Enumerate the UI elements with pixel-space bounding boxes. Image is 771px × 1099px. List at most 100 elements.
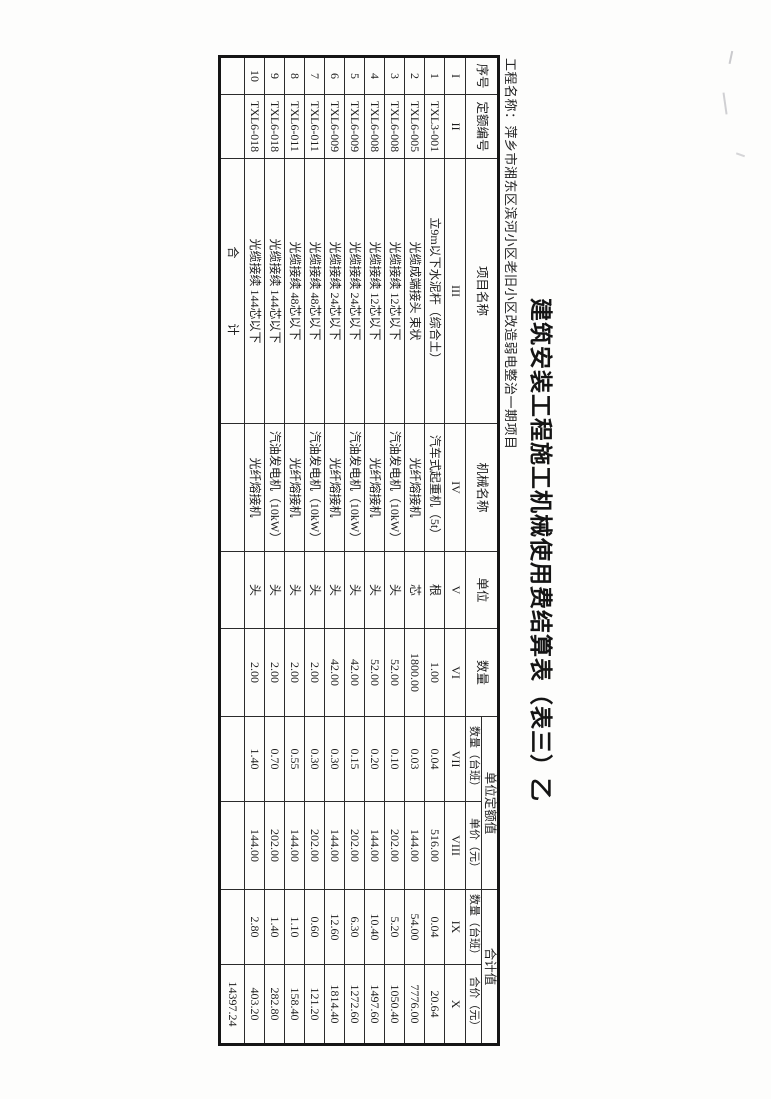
- table-row: 10 TXL6-018 光缆接续 144芯以下 光纤熔接机头 2.00 1.40 144.0…: [244, 56, 265, 1045]
- cell-machine_name: 光纤熔接机: [364, 423, 385, 552]
- cell-quota_unit_price: 144.00: [364, 801, 385, 890]
- cell-empty: [219, 94, 245, 159]
- roman-numeral: II: [444, 94, 466, 159]
- cell-machine_name: 汽车式起重机（5t）: [424, 423, 445, 552]
- cell-total_price: 20.64: [424, 964, 445, 1045]
- pencil-mark: [719, 48, 734, 65]
- cell-total_price: 158.40: [284, 964, 305, 1045]
- project-name-value: 萍乡市湘东区滨河小区老旧小区改造弱电整治一期项目: [503, 125, 518, 450]
- table-row: 3 TXL6-008 光缆接续 12芯以下 汽油发电机（10kW）头 52.00 0.10…: [384, 56, 405, 1045]
- cell-quota_no: TXL6-018: [264, 94, 285, 159]
- table-row: 1 TXL3-001 立9m以下水泥杆（综合土） 汽车式起重机（5t）根 1.00 0.0…: [424, 56, 445, 1045]
- cell-seq: 6: [324, 56, 345, 95]
- rotated-sheet: 建筑安装工程施工机械使用费结算表（表三）乙 工程名称：萍乡市湘东区滨河小区老旧小…: [217, 50, 562, 1050]
- cell-item_name: 光缆接续 12芯以下: [384, 158, 405, 424]
- cell-quota_no: TXL6-018: [244, 94, 265, 159]
- cell-machine_name: 光纤熔接机: [404, 423, 425, 552]
- cell-unit: 头: [244, 551, 265, 629]
- cell-quantity: 42.00: [344, 628, 365, 717]
- pencil-mark: [735, 146, 748, 158]
- cell-unit: 头: [344, 551, 365, 629]
- cell-empty: [219, 551, 245, 629]
- col-header-quantity: 数量: [465, 628, 499, 717]
- project-name-line: 工程名称：萍乡市湘东区滨河小区老旧小区改造弱电整治一期项目: [502, 58, 521, 450]
- cell-total_qty_shift: 54.00: [404, 889, 425, 965]
- cell-empty: [219, 716, 245, 802]
- cell-seq: 3: [384, 56, 405, 95]
- cell-total_price: 1272.60: [344, 964, 365, 1045]
- cell-quota_qty_shift: 0.10: [384, 716, 405, 802]
- cell-machine_name: 光纤熔接机: [284, 423, 305, 552]
- cell-total_price: 1814.40: [324, 964, 345, 1045]
- cell-quota_no: TXL6-011: [304, 94, 325, 159]
- cell-quantity: 1800.00: [404, 628, 425, 717]
- cell-quota_unit_price: 144.00: [244, 801, 265, 890]
- cell-quota_unit_price: 516.00: [424, 801, 445, 890]
- col-header-total-value: 合计值: [481, 889, 499, 1045]
- cell-quantity: 42.00: [324, 628, 345, 717]
- cell-unit: 芯: [404, 551, 425, 629]
- cell-machine_name: 汽油发电机（10kW）: [304, 423, 325, 552]
- cell-seq: 9: [264, 56, 285, 95]
- total-label: 合 计: [219, 158, 245, 424]
- col-header-unit-quota-value: 单位定额值: [481, 716, 499, 890]
- cell-quantity: 2.00: [244, 628, 265, 717]
- cell-total_qty_shift: 1.40: [264, 889, 285, 965]
- cell-quota_qty_shift: 1.40: [244, 716, 265, 802]
- cell-total_qty_shift: 5.20: [384, 889, 405, 965]
- cell-quota_unit_price: 144.00: [404, 801, 425, 890]
- page-title: 建筑安装工程施工机械使用费结算表（表三）乙: [528, 298, 553, 802]
- cell-quantity: 2.00: [304, 628, 325, 717]
- cell-empty: [219, 56, 245, 95]
- roman-numeral: III: [444, 158, 466, 424]
- cell-unit: 头: [324, 551, 345, 629]
- cell-quantity: 52.00: [364, 628, 385, 717]
- col-header-quota-qty-shift: 数量（台班）: [465, 716, 482, 802]
- cell-seq: 4: [364, 56, 385, 95]
- cell-quota_qty_shift: 0.15: [344, 716, 365, 802]
- cell-item_name: 光缆接续 144芯以下: [264, 158, 285, 424]
- cell-empty: [219, 889, 245, 965]
- cell-quota_qty_shift: 0.30: [304, 716, 325, 802]
- cell-total_qty_shift: 0.04: [424, 889, 445, 965]
- cell-quota_unit_price: 202.00: [384, 801, 405, 890]
- table-row: 7 TXL6-011 光缆接续 48芯以下 汽油发电机（10kW）头 2.00 0.30 2…: [304, 56, 325, 1045]
- cell-quota_unit_price: 144.00: [324, 801, 345, 890]
- cell-total_price: 1497.60: [364, 964, 385, 1045]
- roman-numeral: VIII: [444, 801, 466, 890]
- cell-seq: 1: [424, 56, 445, 95]
- cell-item_name: 光缆接续 12芯以下: [364, 158, 385, 424]
- pencil-mark: [722, 91, 735, 115]
- cell-quota_qty_shift: 0.55: [284, 716, 305, 802]
- cell-quota_no: TXL6-008: [384, 94, 405, 159]
- table-row: 2 TXL6-005 光缆成端接头 束状 光纤熔接机芯 1800.00 0.03 144.0…: [404, 56, 425, 1045]
- cell-unit: 根: [424, 551, 445, 629]
- cell-empty: [219, 628, 245, 717]
- cell-quota_no: TXL6-008: [364, 94, 385, 159]
- cell-total_price: 282.80: [264, 964, 285, 1045]
- cell-machine_name: 汽油发电机（10kW）: [344, 423, 365, 552]
- cell-quota_unit_price: 144.00: [284, 801, 305, 890]
- cell-quota_qty_shift: 0.20: [364, 716, 385, 802]
- table-body: 1 TXL3-001 立9m以下水泥杆（综合土） 汽车式起重机（5t）根 1.00 0.0…: [219, 56, 445, 1045]
- cell-item_name: 立9m以下水泥杆（综合土）: [424, 158, 445, 424]
- cell-total_qty_shift: 10.40: [364, 889, 385, 965]
- cell-item_name: 光缆接续 48芯以下: [284, 158, 305, 424]
- col-header-quota-no: 定额编号: [465, 94, 499, 159]
- cell-quantity: 2.00: [264, 628, 285, 717]
- cell-machine_name: 光纤熔接机: [244, 423, 265, 552]
- col-header-seq: 序号: [465, 56, 499, 95]
- cell-unit: 头: [304, 551, 325, 629]
- cell-quantity: 2.00: [284, 628, 305, 717]
- cell-quota_no: TXL6-009: [344, 94, 365, 159]
- cell-machine_name: 汽油发电机（10kW）: [264, 423, 285, 552]
- cell-total_price: 403.20: [244, 964, 265, 1045]
- col-header-unit: 单位: [465, 551, 499, 629]
- roman-numeral: I: [444, 56, 466, 95]
- col-header-total-price: 合价（元）: [465, 964, 482, 1045]
- cell-total_qty_shift: 0.60: [304, 889, 325, 965]
- project-name-label: 工程名称：: [503, 58, 518, 126]
- cell-unit: 头: [384, 551, 405, 629]
- cell-item_name: 光缆接续 24芯以下: [324, 158, 345, 424]
- table-row: 8 TXL6-011 光缆接续 48芯以下 光纤熔接机头 2.00 0.55 144.00 1…: [284, 56, 305, 1045]
